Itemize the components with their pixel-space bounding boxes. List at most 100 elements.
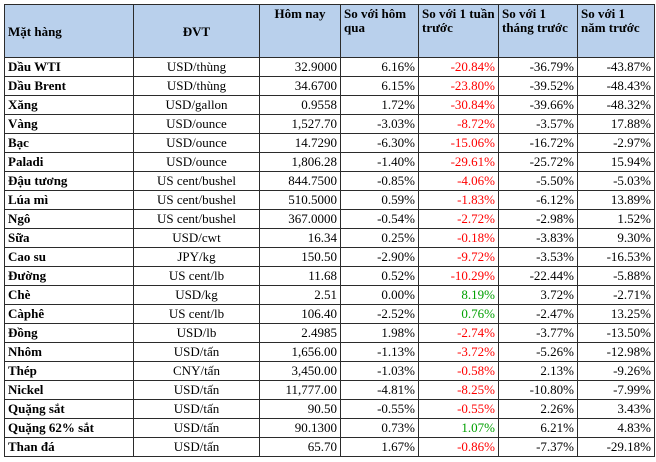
unit-cell: USD/tấn xyxy=(133,418,260,438)
table-row: Dầu WTI USD/thùng 32.9000 6.16% -20.84% -36.7… xyxy=(4,57,655,77)
commodity-price-table: Mặt hàng ĐVT Hôm nay So với hôm qua So v… xyxy=(4,4,655,457)
table-row: Quặng sắt USD/tấn 90.50 -0.55% -0.55% 2.26% 3.… xyxy=(4,399,655,419)
change-month: -3.83% xyxy=(498,228,578,248)
today-price: 34.6700 xyxy=(259,76,341,96)
today-price: 1,656.00 xyxy=(259,342,341,362)
table-row: Cao su JPY/kg 150.50 -2.90% -9.72% -3.53% -16.… xyxy=(4,247,655,267)
change-year: -9.26% xyxy=(577,361,655,381)
change-week: -15.06% xyxy=(418,133,499,153)
change-year: -12.98% xyxy=(577,342,655,362)
today-price: 150.50 xyxy=(259,247,341,267)
commodity-name: Cao su xyxy=(4,247,134,267)
change-month: -5.50% xyxy=(498,171,578,191)
change-year: -5.03% xyxy=(577,171,655,191)
commodity-name: Thép xyxy=(4,361,134,381)
change-year: 13.25% xyxy=(577,304,655,324)
table-row: Lúa mì US cent/bushel 510.5000 0.59% -1.83% -… xyxy=(4,190,655,210)
change-day: -2.52% xyxy=(340,304,419,324)
unit-cell: USD/ounce xyxy=(133,133,260,153)
change-year: 15.94% xyxy=(577,152,655,172)
table-row: Than đá USD/tấn 65.70 1.67% -0.86% -7.37% -29.… xyxy=(4,437,655,457)
today-price: 3,450.00 xyxy=(259,361,341,381)
unit-cell: US cent/bushel xyxy=(133,209,260,229)
header-vs-month: So với 1 tháng trước xyxy=(498,4,578,58)
commodity-name: Lúa mì xyxy=(4,190,134,210)
change-year: -2.97% xyxy=(577,133,655,153)
change-year: 13.89% xyxy=(577,190,655,210)
change-day: -0.55% xyxy=(340,399,419,419)
change-day: -1.13% xyxy=(340,342,419,362)
change-day: -4.81% xyxy=(340,380,419,400)
table-row: Đậu tương US cent/bushel 844.7500 -0.85% -4.… xyxy=(4,171,655,191)
header-vs-year: So với 1 năm trước xyxy=(577,4,655,58)
change-day: -2.90% xyxy=(340,247,419,267)
change-year: 3.43% xyxy=(577,399,655,419)
change-month: -3.57% xyxy=(498,114,578,134)
change-year: -48.43% xyxy=(577,76,655,96)
change-week: -0.55% xyxy=(418,399,499,419)
unit-cell: USD/tấn xyxy=(133,437,260,457)
change-day: -0.85% xyxy=(340,171,419,191)
commodity-name: Vàng xyxy=(4,114,134,134)
commodity-name: Than đá xyxy=(4,437,134,457)
change-month: 2.26% xyxy=(498,399,578,419)
unit-cell: USD/gallon xyxy=(133,95,260,115)
commodity-name: Paladi xyxy=(4,152,134,172)
change-day: 0.00% xyxy=(340,285,419,305)
today-price: 32.9000 xyxy=(259,57,341,77)
change-year: -16.53% xyxy=(577,247,655,267)
change-day: 0.25% xyxy=(340,228,419,248)
change-week: -8.72% xyxy=(418,114,499,134)
change-year: 17.88% xyxy=(577,114,655,134)
table-row: Đồng USD/lb 2.4985 1.98% -2.74% -3.77% -13.50% xyxy=(4,323,655,343)
change-day: -0.54% xyxy=(340,209,419,229)
unit-cell: USD/ounce xyxy=(133,152,260,172)
unit-cell: JPY/kg xyxy=(133,247,260,267)
change-month: -25.72% xyxy=(498,152,578,172)
today-price: 16.34 xyxy=(259,228,341,248)
change-year: -7.99% xyxy=(577,380,655,400)
table-row: Nickel USD/tấn 11,777.00 -4.81% -8.25% -10.80… xyxy=(4,380,655,400)
change-year: 4.83% xyxy=(577,418,655,438)
today-price: 2.4985 xyxy=(259,323,341,343)
commodity-name: Đồng xyxy=(4,323,134,343)
commodity-name: Xăng xyxy=(4,95,134,115)
change-week: -20.84% xyxy=(418,57,499,77)
table-row: Càphê US cent/lb 106.40 -2.52% 0.76% -2.47% 13… xyxy=(4,304,655,324)
change-month: -16.72% xyxy=(498,133,578,153)
change-day: -6.30% xyxy=(340,133,419,153)
change-week: -1.83% xyxy=(418,190,499,210)
commodity-name: Đậu tương xyxy=(4,171,134,191)
table-row: Nhôm USD/tấn 1,656.00 -1.13% -3.72% -5.26% -12… xyxy=(4,342,655,362)
commodity-name: Quặng 62% sắt xyxy=(4,418,134,438)
commodity-name: Dầu WTI xyxy=(4,57,134,77)
change-week: -0.18% xyxy=(418,228,499,248)
change-week: -4.06% xyxy=(418,171,499,191)
today-price: 90.50 xyxy=(259,399,341,419)
change-month: -10.80% xyxy=(498,380,578,400)
unit-cell: USD/tấn xyxy=(133,342,260,362)
commodity-table-wrapper: Mặt hàng ĐVT Hôm nay So với hôm qua So v… xyxy=(4,4,655,457)
unit-cell: USD/cwt xyxy=(133,228,260,248)
commodity-name: Dầu Brent xyxy=(4,76,134,96)
change-month: -2.98% xyxy=(498,209,578,229)
commodity-name: Nhôm xyxy=(4,342,134,362)
change-month: -22.44% xyxy=(498,266,578,286)
change-day: 0.59% xyxy=(340,190,419,210)
change-day: 6.16% xyxy=(340,57,419,77)
today-price: 11,777.00 xyxy=(259,380,341,400)
change-week: -0.58% xyxy=(418,361,499,381)
change-week: 0.76% xyxy=(418,304,499,324)
unit-cell: USD/tấn xyxy=(133,380,260,400)
table-row: Ngô US cent/bushel 367.0000 -0.54% -2.72% -2.… xyxy=(4,209,655,229)
unit-cell: CNY/tấn xyxy=(133,361,260,381)
change-month: -3.77% xyxy=(498,323,578,343)
unit-cell: US cent/lb xyxy=(133,266,260,286)
change-month: -39.52% xyxy=(498,76,578,96)
change-day: 0.52% xyxy=(340,266,419,286)
table-row: Dầu Brent USD/thùng 34.6700 6.15% -23.80% -39… xyxy=(4,76,655,96)
change-month: -39.66% xyxy=(498,95,578,115)
commodity-name: Bạc xyxy=(4,133,134,153)
commodity-name: Chè xyxy=(4,285,134,305)
header-commodity: Mặt hàng xyxy=(4,4,134,58)
